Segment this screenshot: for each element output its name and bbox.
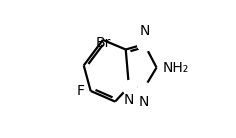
Text: NH₂: NH₂ <box>162 61 189 75</box>
Text: Br: Br <box>95 36 111 50</box>
Text: N: N <box>139 95 149 109</box>
Text: N: N <box>139 24 150 38</box>
Text: F: F <box>76 84 84 98</box>
Text: N: N <box>124 93 134 107</box>
